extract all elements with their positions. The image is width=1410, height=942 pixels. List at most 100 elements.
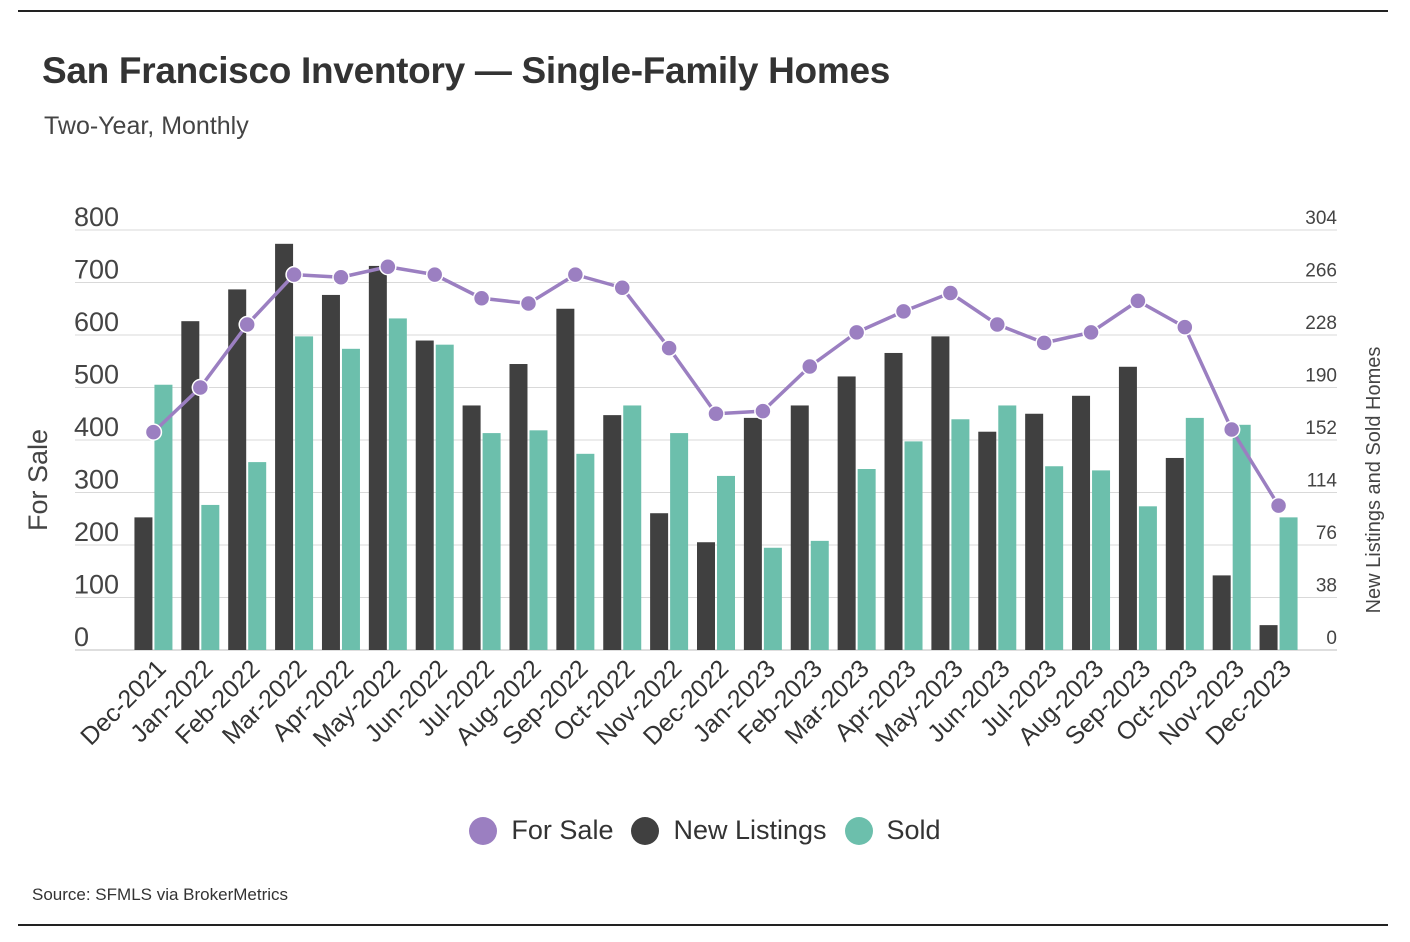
- bar-sold: [998, 405, 1017, 650]
- bar-sold: [1138, 506, 1157, 650]
- legend-label-new-listings: New Listings: [673, 815, 827, 845]
- point-for-sale: [1269, 496, 1288, 515]
- bar-new-listings: [1025, 413, 1044, 650]
- bar-new-listings: [321, 294, 340, 650]
- y-tick-label: 800: [74, 202, 119, 232]
- y-tick-label: 300: [74, 465, 119, 495]
- legend-swatch-for-sale: [469, 816, 498, 845]
- legend-swatch-new-listings: [631, 816, 660, 845]
- bar-new-listings: [931, 336, 950, 650]
- legend-swatch-sold: [844, 816, 873, 845]
- bar-new-listings: [650, 513, 669, 650]
- point-for-sale: [285, 265, 303, 284]
- point-for-sale: [660, 339, 678, 357]
- y-axis-title: For Sale: [23, 429, 53, 531]
- bar-new-listings: [978, 431, 997, 650]
- legend-label-sold: Sold: [886, 815, 941, 845]
- bar-new-listings: [275, 243, 294, 650]
- bar-sold: [857, 469, 876, 650]
- bar-sold: [388, 318, 407, 650]
- bar-sold: [904, 441, 923, 650]
- bar-sold: [435, 344, 454, 650]
- bar-sold: [201, 504, 220, 650]
- bar-sold: [1092, 470, 1111, 650]
- point-for-sale: [754, 402, 772, 420]
- y-tick-label: 400: [74, 412, 119, 442]
- bar-new-listings: [1118, 366, 1137, 650]
- point-for-sale: [847, 323, 866, 342]
- bar-new-listings: [1072, 395, 1091, 650]
- point-for-sale: [613, 279, 631, 297]
- y-tick-label: 700: [74, 255, 119, 285]
- bar-new-listings: [181, 321, 200, 650]
- bar-new-listings: [1212, 575, 1231, 650]
- y2-tick-label: 304: [1305, 208, 1337, 229]
- chart-title: San Francisco Inventory — Single-Family …: [42, 50, 891, 91]
- bar-new-listings: [790, 405, 809, 650]
- y-tick-label: 200: [74, 517, 119, 547]
- y-tick-label: 500: [74, 360, 119, 390]
- point-for-sale: [379, 258, 397, 276]
- point-for-sale: [472, 289, 491, 307]
- top-rule: [18, 10, 1388, 12]
- point-for-sale: [425, 265, 444, 284]
- y2-tick-label: 38: [1316, 576, 1337, 597]
- bar-sold: [482, 433, 501, 650]
- chart-subtitle: Two-Year, Monthly: [44, 112, 249, 140]
- point-for-sale: [1176, 318, 1194, 336]
- point-for-sale: [894, 302, 913, 321]
- bar-new-listings: [743, 417, 762, 650]
- bar-sold: [154, 384, 173, 650]
- bar-sold: [1185, 417, 1204, 650]
- y2-axis-title: New Listings and Sold Homes: [1363, 347, 1385, 614]
- bar-sold: [623, 405, 642, 650]
- bar-new-listings: [462, 405, 481, 650]
- bar-new-listings: [837, 376, 856, 650]
- bar-sold: [576, 453, 595, 650]
- bar-sold: [1232, 424, 1251, 650]
- bar-new-listings: [368, 265, 387, 650]
- bar-sold: [341, 348, 360, 650]
- bar-new-listings: [509, 364, 528, 650]
- source-note: Source: SFMLS via BrokerMetrics: [32, 885, 289, 904]
- bar-new-listings: [228, 289, 247, 650]
- bar-sold: [1045, 466, 1064, 650]
- point-for-sale: [332, 268, 350, 286]
- y2-tick-label: 76: [1316, 523, 1337, 544]
- point-for-sale: [1222, 420, 1241, 439]
- y2-tick-label: 266: [1305, 261, 1337, 282]
- legend-item-new-listings: New Listings: [631, 815, 827, 846]
- bar-new-listings: [134, 517, 153, 650]
- bar-sold: [529, 430, 548, 650]
- point-for-sale: [519, 294, 538, 313]
- point-for-sale: [941, 284, 960, 302]
- chart-canvas: 0 100 200 300 400 500 600 700 800 0 38 76 114 152 190 2…: [23, 202, 1385, 753]
- legend-label-for-sale: For Sale: [511, 815, 614, 845]
- y2-tick-label: 114: [1307, 471, 1338, 492]
- point-for-sale: [238, 315, 256, 334]
- bottom-rule: [18, 924, 1388, 926]
- legend: For Sale New Listings Sold: [0, 815, 1410, 846]
- point-for-sale: [801, 357, 819, 376]
- bar-sold: [248, 462, 267, 650]
- point-for-sale: [1035, 334, 1053, 352]
- legend-item-sold: Sold: [844, 815, 941, 846]
- y-tick-label: 0: [74, 622, 89, 652]
- point-for-sale: [988, 315, 1007, 334]
- bar-new-listings: [1165, 457, 1184, 650]
- y2-tick-label: 190: [1305, 366, 1337, 387]
- point-for-sale: [191, 378, 210, 397]
- point-for-sale: [707, 405, 725, 423]
- y2-tick-label: 228: [1305, 313, 1337, 334]
- bar-new-listings: [697, 542, 715, 650]
- y-tick-label: 100: [74, 570, 119, 600]
- bar-new-listings: [603, 415, 622, 650]
- bar-sold: [763, 547, 782, 650]
- bar-new-listings: [415, 340, 434, 650]
- bar-new-listings: [556, 308, 575, 650]
- bar-new-listings: [1259, 625, 1278, 650]
- bar-sold: [717, 475, 735, 650]
- bar-new-listings: [884, 352, 903, 650]
- bar-sold: [810, 540, 829, 650]
- bar-sold: [1279, 517, 1298, 650]
